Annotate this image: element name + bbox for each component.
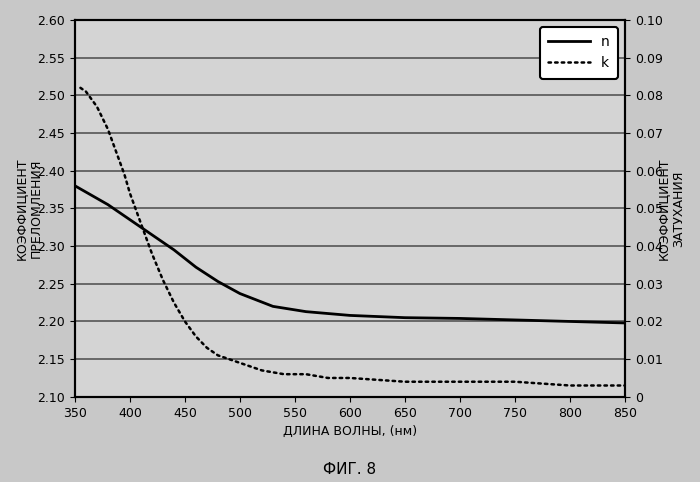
- k: [159, 277, 167, 283]
- Y-axis label: КОЭФФИЦИЕНТ
ПРЕЛОМЛЕНИЯ: КОЭФФИЦИЕНТ ПРЕЛОМЛЕНИЯ: [15, 157, 43, 260]
- k: [126, 190, 134, 196]
- n: [214, 279, 222, 284]
- k: [109, 141, 118, 147]
- n: [104, 202, 112, 208]
- n: [192, 264, 200, 270]
- k: [456, 379, 464, 385]
- X-axis label: ДЛИНА ВОЛНЫ, (нм): ДЛИНА ВОЛНЫ, (нм): [283, 425, 417, 438]
- n: [126, 217, 134, 223]
- Line: n: n: [75, 186, 625, 323]
- k: [82, 89, 90, 94]
- k: [225, 356, 233, 362]
- k: [236, 360, 244, 366]
- k: [511, 379, 519, 385]
- k: [88, 96, 96, 102]
- k: [400, 379, 409, 385]
- n: [511, 317, 519, 323]
- k: [136, 221, 145, 227]
- Y-axis label: КОЭФФИЦИЕНТ
ЗАТУХАНИЯ: КОЭФФИЦИЕНТ ЗАТУХАНИЯ: [657, 157, 685, 260]
- k: [192, 334, 200, 339]
- Text: ФИГ. 8: ФИГ. 8: [323, 462, 377, 477]
- n: [400, 315, 409, 321]
- k: [169, 300, 178, 306]
- k: [120, 172, 129, 177]
- n: [148, 232, 156, 238]
- n: [566, 319, 574, 324]
- n: [236, 291, 244, 296]
- n: [71, 183, 79, 188]
- k: [98, 115, 106, 121]
- k: [203, 345, 211, 351]
- k: [92, 104, 101, 109]
- k: [302, 371, 310, 377]
- Legend: n, k: n, k: [540, 27, 618, 79]
- Line: k: k: [80, 88, 625, 386]
- n: [456, 316, 464, 321]
- n: [302, 309, 310, 315]
- k: [104, 126, 112, 132]
- n: [169, 247, 178, 253]
- k: [76, 85, 85, 91]
- n: [346, 312, 354, 318]
- k: [621, 383, 629, 388]
- k: [566, 383, 574, 388]
- k: [258, 368, 266, 374]
- n: [621, 320, 629, 326]
- k: [115, 157, 123, 162]
- k: [181, 319, 189, 324]
- n: [269, 304, 277, 309]
- k: [214, 352, 222, 358]
- k: [346, 375, 354, 381]
- k: [148, 251, 156, 256]
- k: [280, 371, 288, 377]
- k: [323, 375, 332, 381]
